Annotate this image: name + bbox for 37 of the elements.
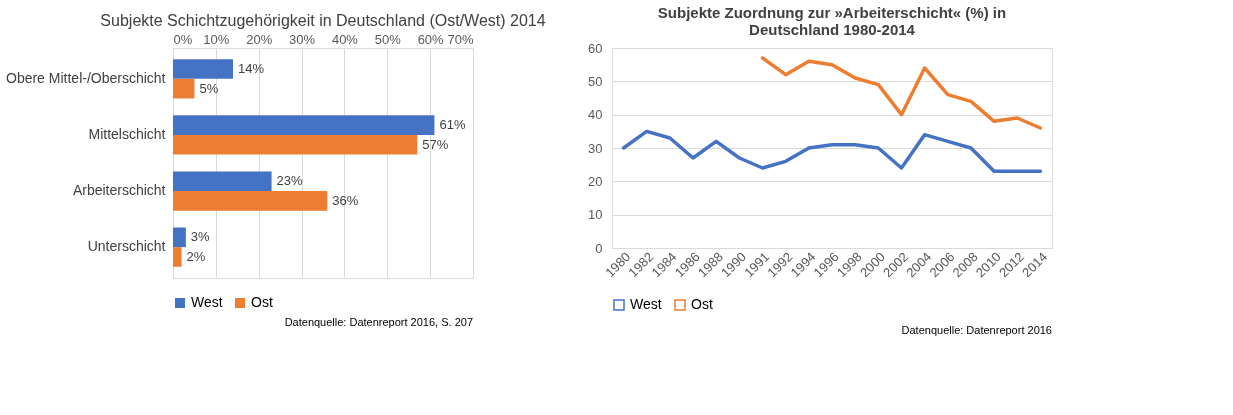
x-tick-label: 0% — [173, 31, 193, 47]
x-tick-label: 10% — [203, 31, 230, 47]
data-label: 5% — [199, 80, 219, 96]
y-tick-label: 60 — [588, 40, 603, 56]
data-label: 23% — [276, 173, 304, 189]
data-label: 2% — [186, 248, 206, 264]
data-label: 36% — [332, 192, 359, 208]
text: Datenquelle: Datenreport 2016 — [901, 324, 1052, 336]
data-label: 14% — [238, 61, 265, 77]
x-tick-label: 50% — [374, 31, 402, 47]
x-tick-label: 70% — [447, 31, 474, 47]
y-tick-label: Obere Mittel-/Oberschicht — [6, 69, 166, 86]
chart-title: Subjekte Schichtzugehörigkeit in Deutschland (Ost/West) 2014 — [100, 12, 546, 29]
line-series — [621, 129, 1043, 174]
x-tick-label: 60% — [417, 31, 445, 47]
y-tick-label: 40 — [588, 107, 603, 123]
y-tick-label: 10 — [588, 207, 603, 223]
x-tick-label: 30% — [289, 31, 316, 47]
text: Datenquelle: Datenreport 2016, S. 207 — [284, 316, 473, 328]
y-tick-label: 30 — [588, 140, 603, 156]
y-tick-label: Unterschicht — [87, 238, 166, 255]
y-tick-label: 20 — [588, 173, 603, 189]
data-label: 57% — [422, 136, 449, 152]
legend-label: Ost — [251, 294, 273, 310]
x-tick-label: 40% — [331, 31, 359, 47]
chart-title: Subjekte Zuordnung zur »Arbeiterschicht« (%) in Deutschland 1980-2014 — [657, 4, 1007, 38]
y-tick-label: 50 — [588, 73, 603, 89]
legend-label: West — [191, 294, 223, 310]
legend-label: Ost — [691, 296, 713, 312]
line-series — [760, 56, 1043, 130]
y-tick-label: Mittelschicht — [88, 125, 166, 142]
data-label: 3% — [190, 229, 211, 245]
legend-label: West — [630, 296, 662, 312]
data-label: 61% — [439, 117, 466, 133]
y-tick-label: Arbeiterschicht — [72, 182, 166, 199]
x-tick-label: 20% — [246, 31, 273, 47]
y-tick-label: 0 — [595, 240, 603, 256]
